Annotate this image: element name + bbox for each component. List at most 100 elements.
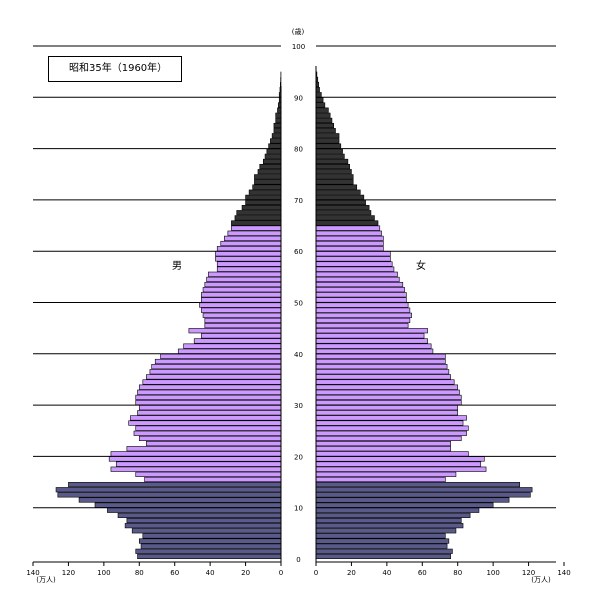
female-bar-age-38 xyxy=(315,358,446,365)
male-bar-age-29 xyxy=(138,405,282,411)
male-bar-age-3 xyxy=(138,538,282,544)
male-bar-age-10 xyxy=(94,502,282,508)
male-bar-age-48 xyxy=(200,307,282,313)
female-bar-age-44 xyxy=(315,328,428,334)
female-bar-age-50 xyxy=(315,297,407,303)
male-bar-age-4 xyxy=(142,533,282,539)
male-bar-age-9 xyxy=(107,507,282,513)
female-bar-age-12 xyxy=(315,492,531,498)
female-bar-age-7 xyxy=(315,517,462,524)
male-bar-age-50 xyxy=(200,297,282,303)
female-bar-age-5 xyxy=(315,528,457,534)
male-bar-age-33 xyxy=(138,384,282,390)
age-unit-label: (歳) xyxy=(292,27,305,36)
female-bar-age-83 xyxy=(315,128,336,134)
male-bar-age-75 xyxy=(257,169,282,175)
male-bar-age-47 xyxy=(202,312,282,318)
male-x-tick-label-140: 140 xyxy=(26,569,39,577)
male-bar-age-17 xyxy=(110,466,282,472)
female-bar-age-18 xyxy=(315,461,482,467)
female-bar-age-63 xyxy=(315,230,382,236)
female-bar-age-81 xyxy=(315,138,340,144)
male-bar-age-46 xyxy=(204,317,282,324)
female-bar-age-75 xyxy=(315,169,352,175)
female-bar-age-55 xyxy=(315,271,398,277)
male-bar-age-58 xyxy=(215,256,282,262)
female-bar-age-42 xyxy=(315,338,428,344)
x-tick-labels: 140 120 100 80 60 40 20 0 0 20 40 60 80 100 120 140 xyxy=(26,569,570,577)
male-x-tick-label-40: 40 xyxy=(206,569,215,577)
female-bar-age-24 xyxy=(315,430,467,436)
female-bar-age-36 xyxy=(315,369,450,375)
female-bar-age-40 xyxy=(315,348,434,354)
male-bar-age-71 xyxy=(248,189,282,195)
female-bar-age-54 xyxy=(315,276,400,282)
female-x-tick-label-100: 100 xyxy=(486,569,499,577)
male-bar-age-76 xyxy=(259,163,282,170)
male-bar-age-82 xyxy=(271,133,282,139)
female-bar-age-70 xyxy=(315,194,365,200)
female-bar-age-89 xyxy=(315,97,324,103)
female-bar-age-59 xyxy=(315,251,391,257)
female-bar-age-62 xyxy=(315,235,384,241)
male-bar-age-79 xyxy=(266,148,282,154)
male-bar-age-5 xyxy=(131,528,282,534)
male-x-tick-label-20: 20 xyxy=(241,569,250,577)
male-bar-age-35 xyxy=(146,374,282,380)
male-bar-age-73 xyxy=(254,179,282,185)
male-bar-age-63 xyxy=(227,230,282,236)
male-bar-age-54 xyxy=(206,276,282,282)
female-bar-age-10 xyxy=(315,502,494,508)
male-bar-age-19 xyxy=(108,456,282,462)
male-bar-age-74 xyxy=(254,174,282,180)
male-bar-age-56 xyxy=(216,266,282,272)
male-bar-age-45 xyxy=(204,323,282,329)
female-bar-age-79 xyxy=(315,148,343,154)
male-bar-age-21 xyxy=(126,446,282,452)
age-tick-90: 90 xyxy=(294,94,303,102)
female-x-tick-label-80: 80 xyxy=(453,569,462,577)
male-bar-age-80 xyxy=(268,143,282,149)
female-bar-age-87 xyxy=(315,107,329,113)
female-bar-age-6 xyxy=(315,523,464,529)
female-bar-age-80 xyxy=(315,143,342,149)
male-bar-age-28 xyxy=(137,410,282,416)
female-bar-age-78 xyxy=(315,153,345,159)
male-bar-age-67 xyxy=(236,210,282,216)
female-bar-age-3 xyxy=(315,538,450,544)
female-bar-age-39 xyxy=(315,353,446,359)
male-bar-age-2 xyxy=(140,543,282,549)
male-bar-age-6 xyxy=(124,523,282,529)
male-bar-age-7 xyxy=(126,517,282,524)
female-bar-age-22 xyxy=(315,441,451,447)
x-unit-label-male: (万人) xyxy=(36,576,56,584)
female-bar-age-14 xyxy=(315,482,521,488)
male-bar-age-40 xyxy=(177,348,282,354)
male-bar-age-20 xyxy=(110,451,282,457)
male-bar-age-81 xyxy=(270,138,282,144)
female-bar-age-85 xyxy=(315,117,333,123)
male-bar-age-22 xyxy=(146,441,282,447)
female-bar-age-19 xyxy=(315,456,485,462)
female-bar-age-23 xyxy=(315,435,462,442)
male-bar-age-14 xyxy=(68,482,282,488)
female-bar-age-60 xyxy=(315,246,384,252)
age-tick-10: 10 xyxy=(294,505,303,513)
female-bar-age-46 xyxy=(315,317,411,324)
age-tick-70: 70 xyxy=(294,197,303,205)
female-x-tick-label-140: 140 xyxy=(557,569,570,577)
female-bar-age-8 xyxy=(315,512,471,518)
female-bar-age-86 xyxy=(315,112,331,118)
female-bar-age-91 xyxy=(315,87,320,93)
female-x-tick-label-40: 40 xyxy=(382,569,391,577)
age-tick-20: 20 xyxy=(294,453,303,461)
female-bar-age-53 xyxy=(315,281,404,288)
age-tick-60: 60 xyxy=(294,248,303,256)
male-bar-age-36 xyxy=(149,369,282,375)
female-bar-age-71 xyxy=(315,189,361,195)
female-bar-age-77 xyxy=(315,158,349,164)
male-bar-age-59 xyxy=(215,251,282,257)
female-bar-age-88 xyxy=(315,102,326,108)
male-bar-age-85 xyxy=(275,117,282,123)
male-bar-age-44 xyxy=(188,328,282,334)
